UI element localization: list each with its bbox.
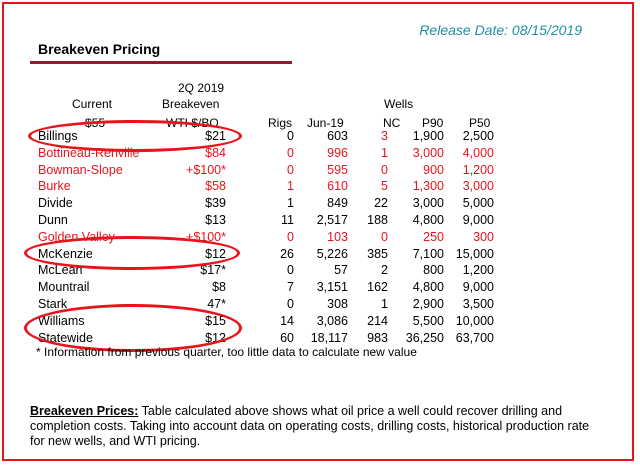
nc-wells: 214 [367,313,388,328]
p50-wells: 1,200 [462,263,494,278]
jun-wells: 5,226 [316,246,348,261]
breakeven-price: $8 [212,280,226,295]
jun-wells: 18,117 [310,330,348,345]
p50-wells: 5,000 [462,196,494,211]
jun-wells: 3,151 [316,280,348,295]
breakeven-price: 47* [207,297,226,311]
p90-wells: 4,800 [412,213,444,227]
county-name: Bowman-Slope [38,162,123,177]
p90-wells: 1,900 [412,129,444,143]
rigs-count: 0 [287,297,294,311]
p50-wells: 9,000 [462,280,494,295]
header-quarter: 2Q 2019 [178,81,225,95]
rigs-count: 0 [287,162,294,177]
nc-wells: 2 [381,263,388,278]
p50-wells: 3,500 [462,297,494,311]
p50-wells: 9,000 [462,213,494,227]
county-name: Divide [38,196,73,211]
nc-wells: 0 [381,229,388,244]
description-text: Table calculated above shows what oil pr… [30,404,590,448]
header-nc: NC [383,116,401,130]
breakeven-price: $58 [205,179,226,194]
nc-wells: 3 [381,129,388,143]
nc-wells: 162 [367,280,388,295]
header-p50: P50 [469,116,491,130]
p50-wells: 63,700 [455,330,494,345]
page-title: Breakeven Pricing [38,41,161,57]
nc-wells: 0 [381,162,388,177]
rigs-count: 1 [287,196,294,211]
jun-wells: 2,517 [316,213,348,227]
p90-wells: 250 [423,229,444,244]
rigs-count: 26 [280,246,294,261]
nc-wells: 22 [374,196,388,211]
p90-wells: 900 [423,162,444,177]
header-p90: P90 [422,116,444,130]
jun-wells: 595 [327,162,348,177]
description-label: Breakeven Prices: [30,404,139,418]
jun-wells: 996 [327,145,348,160]
description: Breakeven Prices: Table calculated above… [30,404,590,449]
breakeven-price: +$100* [186,162,226,177]
p90-wells: 4,800 [412,280,444,295]
highlight-oval-billings [28,120,242,152]
p90-wells: 1,300 [412,179,444,194]
p50-wells: 4,000 [462,145,494,160]
jun-wells: 3,086 [316,313,348,328]
nc-wells: 5 [381,179,388,194]
breakeven-price: $17* [200,263,226,278]
p50-wells: 1,200 [462,162,494,177]
jun-wells: 57 [334,263,348,278]
rigs-count: 0 [287,229,294,244]
rigs-count: 60 [280,330,294,345]
p50-wells: 15,000 [455,246,494,261]
header-jun: Jun-19 [307,116,344,130]
p50-wells: 2,500 [462,129,494,143]
breakeven-price: $39 [205,196,226,211]
p90-wells: 3,000 [412,196,444,211]
jun-wells: 610 [327,179,348,194]
p90-wells: 2,900 [412,297,444,311]
release-date: Release Date: 08/15/2019 [419,22,582,38]
header-current: Current [72,97,113,111]
rigs-count: 0 [287,129,294,143]
jun-wells: 849 [327,196,348,211]
jun-wells: 103 [327,229,348,244]
p50-wells: 10,000 [455,313,494,328]
header-rigs: Rigs [268,116,293,130]
p50-wells: 3,000 [462,179,494,194]
title-underline [30,61,292,64]
header-breakeven: Breakeven [162,97,220,111]
rigs-count: 1 [287,179,294,194]
report-frame [2,2,634,461]
rigs-count: 7 [287,280,294,295]
p90-wells: 36,250 [405,330,444,345]
header-wells: Wells [384,97,414,111]
rigs-count: 0 [287,263,294,278]
county-name: Dunn [38,213,68,227]
p90-wells: 5,500 [412,313,444,328]
breakeven-price: $13 [205,213,226,227]
footnote: * Information from previous quarter, too… [36,345,417,359]
county-name: Mountrail [38,280,90,295]
highlight-oval-williams-statewide [24,304,242,352]
p90-wells: 800 [423,263,444,278]
nc-wells: 983 [367,330,388,345]
p50-wells: 300 [473,229,494,244]
county-name: Stark [38,297,68,311]
breakeven-price: $84 [205,145,226,160]
p90-wells: 7,100 [412,246,444,261]
county-name: Burke [38,179,71,194]
highlight-oval-mckenzie [24,236,240,270]
nc-wells: 1 [381,145,388,160]
nc-wells: 385 [367,246,388,261]
nc-wells: 188 [367,213,388,227]
jun-wells: 308 [327,297,348,311]
jun-wells: 603 [327,129,348,143]
nc-wells: 1 [381,297,388,311]
rigs-count: 14 [280,313,294,328]
p90-wells: 3,000 [412,145,444,160]
rigs-count: 0 [287,145,294,160]
rigs-count: 11 [281,213,294,227]
